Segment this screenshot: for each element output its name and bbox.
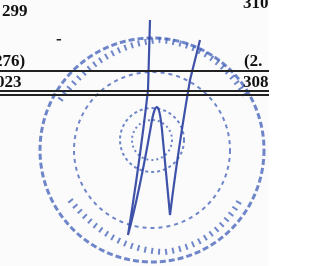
stamp-and-signature [0, 0, 269, 266]
double-rule-bottom [0, 94, 269, 96]
cell: (2. [244, 52, 262, 69]
rule [0, 70, 269, 72]
document-page: 299 310 - 276) (2. 023 308 [0, 0, 269, 266]
double-rule-top [0, 90, 269, 92]
cell: - [56, 30, 62, 47]
cell: 308 [243, 73, 269, 90]
cell: 276) [0, 52, 25, 69]
cell: 023 [0, 73, 22, 90]
cell: 299 [2, 2, 28, 19]
signature [128, 20, 200, 235]
cell: 310 [243, 0, 269, 11]
